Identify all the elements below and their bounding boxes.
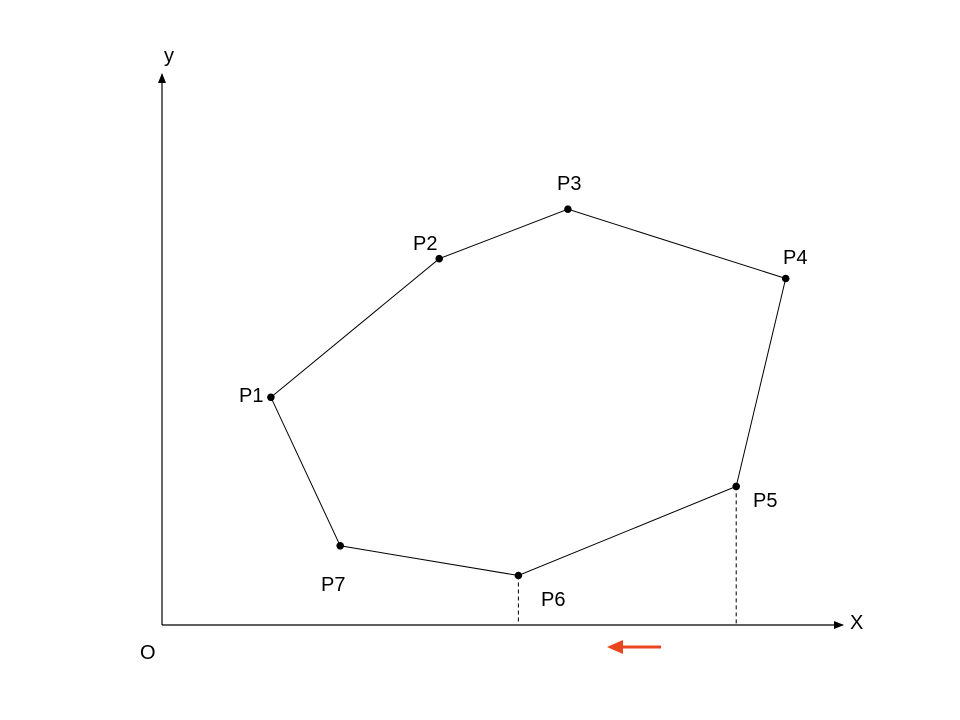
vertex-label-p7: P7: [321, 574, 345, 596]
vertex-label-p1: P1: [239, 385, 263, 407]
vertex-label-p6: P6: [541, 589, 565, 611]
vertex-p3: [564, 205, 572, 213]
polygon-vertices: [267, 205, 790, 580]
vertex-p6: [514, 571, 523, 580]
vertex-p5: [732, 482, 740, 491]
vertex-label-p2: P2: [413, 233, 437, 255]
vertex-p1: [267, 393, 275, 402]
y-axis-label: y: [164, 45, 174, 67]
x-axis-label: X: [850, 612, 863, 634]
dashed-drop-lines: [517, 486, 737, 625]
vertex-label-p3: P3: [557, 173, 581, 195]
vertex-p4: [781, 274, 790, 283]
polygon-outline: [270, 208, 787, 577]
origin-label: O: [140, 642, 156, 664]
vertex-p2: [435, 254, 444, 263]
vertex-label-p4: P4: [783, 247, 807, 269]
left-arrow-icon: [607, 640, 661, 654]
vertex-label-p5: P5: [753, 490, 777, 512]
vertex-p7: [336, 542, 345, 550]
